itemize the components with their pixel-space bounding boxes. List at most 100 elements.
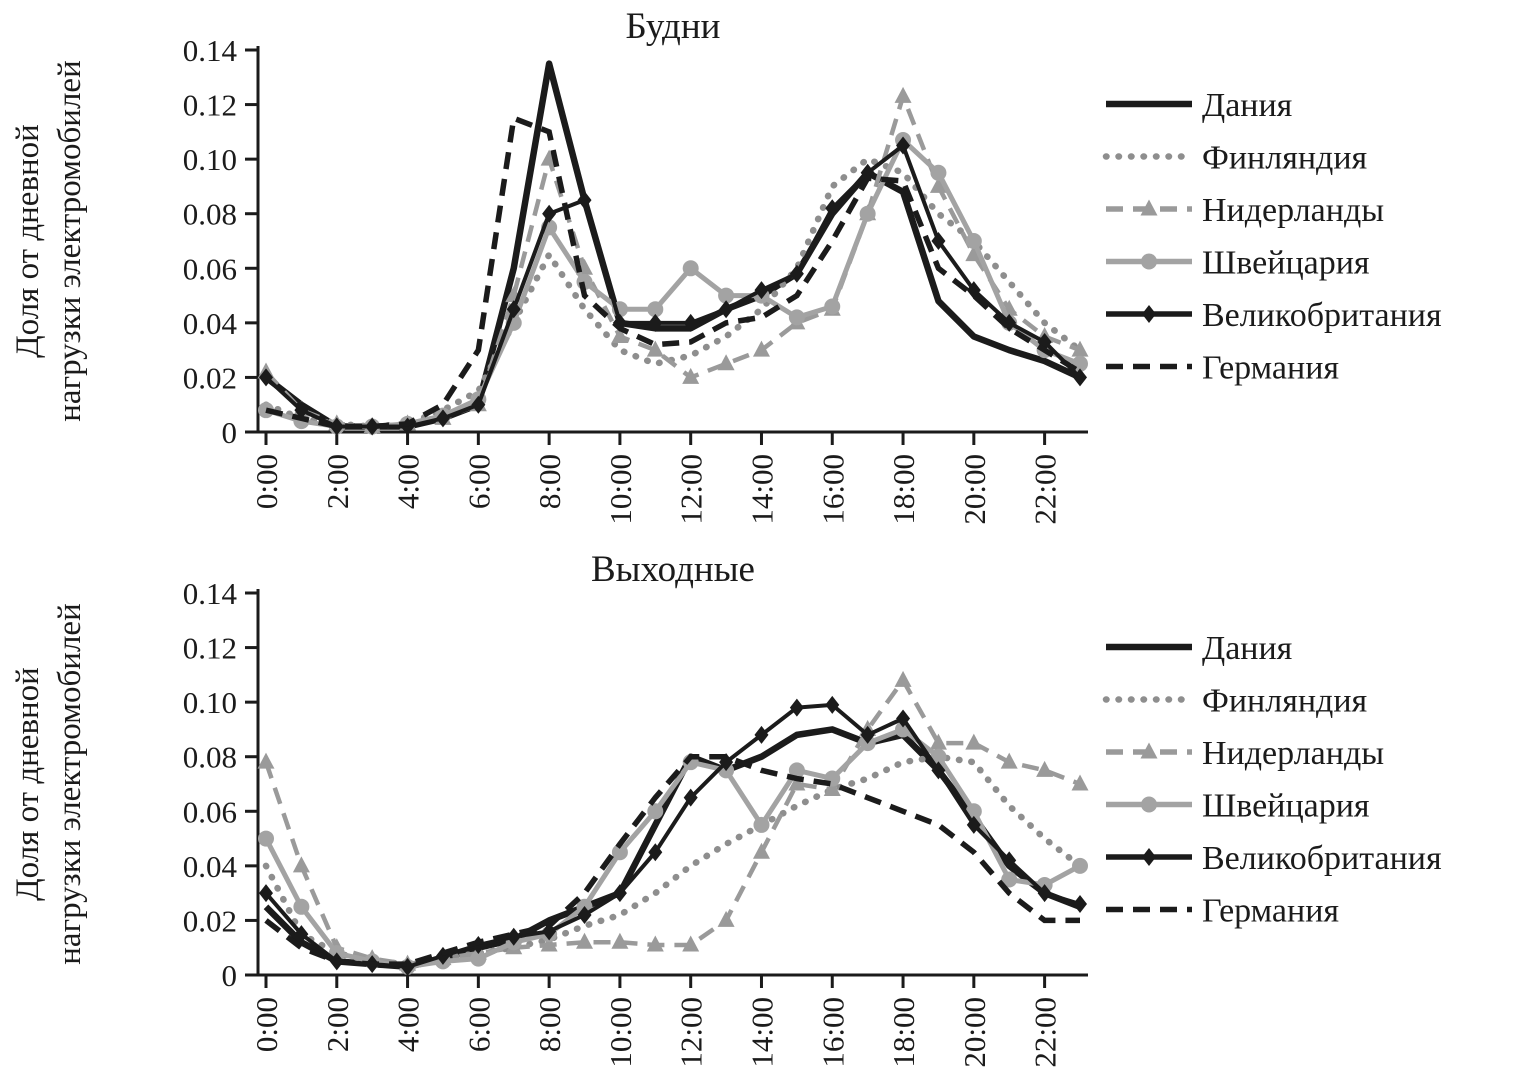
series-marker-4 xyxy=(683,788,698,807)
weekday-chart: 0 0.02 0.04 0.06 0.08 0.10 0.12 0.14 0:00 2:00 4:0… xyxy=(10,6,1442,525)
y-tick-label: 0.14 xyxy=(183,33,238,68)
x-tick-label: 22:00 xyxy=(1028,997,1063,1068)
x-tick-label: 6:00 xyxy=(461,997,496,1052)
x-tick-label: 10:00 xyxy=(603,454,638,525)
series-marker-2 xyxy=(611,327,629,343)
series-marker-4 xyxy=(966,281,981,300)
x-tick-label: 12:00 xyxy=(674,997,709,1068)
series-marker-2 xyxy=(894,86,912,103)
series-marker-4 xyxy=(612,884,627,903)
series-marker-2 xyxy=(929,733,947,750)
series-marker-2 xyxy=(929,176,947,193)
x-tick-label: 8:00 xyxy=(532,997,567,1052)
series-marker-2 xyxy=(823,779,841,796)
series-marker-4 xyxy=(683,313,698,332)
x-tick-label: 16:00 xyxy=(815,997,850,1068)
series-marker-4 xyxy=(896,709,911,728)
series-marker-4 xyxy=(294,925,309,944)
series-marker-2 xyxy=(540,935,558,952)
series-marker-4 xyxy=(648,843,663,862)
y-tick-label: 0.12 xyxy=(183,631,237,666)
chart-title: Выходные xyxy=(591,549,755,590)
series-marker-4 xyxy=(966,815,981,834)
series-marker-4 xyxy=(931,232,946,250)
series-marker-2 xyxy=(965,245,983,262)
series-marker-4 xyxy=(1037,884,1052,903)
legend-label: Великобритания xyxy=(1202,840,1442,877)
series-marker-2 xyxy=(646,340,664,357)
x-tick-label: 0:00 xyxy=(249,454,284,509)
series-marker-4 xyxy=(789,698,804,717)
series-marker-4 xyxy=(754,281,769,300)
series-marker-2 xyxy=(682,935,700,952)
legend-label: Финляндия xyxy=(1202,683,1368,720)
legend-marker xyxy=(1142,848,1156,866)
series-marker-4 xyxy=(1002,851,1017,870)
legend-marker xyxy=(1140,199,1158,216)
y-tick-label: 0.10 xyxy=(183,142,237,177)
series-marker-4 xyxy=(1073,895,1087,914)
series-marker-4 xyxy=(577,905,592,924)
series-line-0 xyxy=(264,60,1082,430)
series-marker-2 xyxy=(611,932,629,949)
series-marker-2 xyxy=(292,856,310,873)
series-marker-4 xyxy=(754,725,769,744)
legend-marker xyxy=(1140,742,1158,759)
y-tick-label: 0.08 xyxy=(183,740,237,775)
series-line-2 xyxy=(264,89,1081,429)
series-marker-3 xyxy=(788,309,805,326)
y-tick-label: 0.04 xyxy=(183,306,238,341)
series-marker-3 xyxy=(258,830,274,847)
series-line-1 xyxy=(262,155,1084,430)
y-tick-label: 0.04 xyxy=(183,849,238,884)
y-tick-label: 0.10 xyxy=(183,685,237,720)
x-tick-label: 0:00 xyxy=(249,997,284,1052)
x-tick-label: 8:00 xyxy=(532,454,567,509)
series-marker-2 xyxy=(894,670,912,687)
series-marker-3 xyxy=(682,260,699,277)
series-marker-3 xyxy=(718,287,735,304)
y-tick-label: 0.08 xyxy=(183,197,237,232)
series-marker-2 xyxy=(682,367,700,384)
series-marker-4 xyxy=(648,313,663,332)
series-marker-2 xyxy=(1071,340,1089,357)
series-line-5 xyxy=(265,114,1082,430)
series-marker-4 xyxy=(506,927,521,946)
x-tick-label: 10:00 xyxy=(603,997,638,1068)
series-marker-2 xyxy=(1000,752,1018,769)
series-line-5 xyxy=(264,753,1080,967)
legend-label: Швейцария xyxy=(1202,245,1370,282)
series-marker-3 xyxy=(647,803,664,820)
x-tick-label: 18:00 xyxy=(886,454,921,525)
x-tick-label: 12:00 xyxy=(674,454,709,525)
y-tick-label: 0.12 xyxy=(183,88,237,123)
series-marker-2 xyxy=(576,932,594,949)
legend-label: Нидерланды xyxy=(1202,192,1384,229)
series-marker-4 xyxy=(860,725,875,744)
series-marker-4 xyxy=(825,695,840,714)
chart-title: Будни xyxy=(626,6,721,47)
series-marker-3 xyxy=(753,816,770,833)
series-marker-4 xyxy=(931,761,946,780)
series-marker-3 xyxy=(1072,857,1088,874)
series-marker-2 xyxy=(257,752,275,769)
x-tick-label: 2:00 xyxy=(320,997,355,1052)
series-marker-2 xyxy=(717,910,735,927)
series-marker-4 xyxy=(542,922,557,941)
x-tick-label: 14:00 xyxy=(744,454,779,525)
y-tick-label: 0.06 xyxy=(183,794,237,829)
series-marker-2 xyxy=(717,354,735,371)
series-marker-2 xyxy=(788,774,806,791)
legend-marker xyxy=(1141,796,1157,813)
y-axis-label: Доля от дневной xyxy=(10,124,46,358)
series-marker-2 xyxy=(646,935,664,952)
series-marker-4 xyxy=(506,300,521,319)
series-marker-2 xyxy=(1036,760,1054,777)
x-tick-label: 18:00 xyxy=(886,997,921,1068)
series-marker-2 xyxy=(1071,774,1089,791)
series-marker-4 xyxy=(471,395,486,414)
x-tick-label: 20:00 xyxy=(957,454,992,525)
y-tick-label: 0.02 xyxy=(183,360,237,395)
legend-label: Германия xyxy=(1202,350,1339,387)
